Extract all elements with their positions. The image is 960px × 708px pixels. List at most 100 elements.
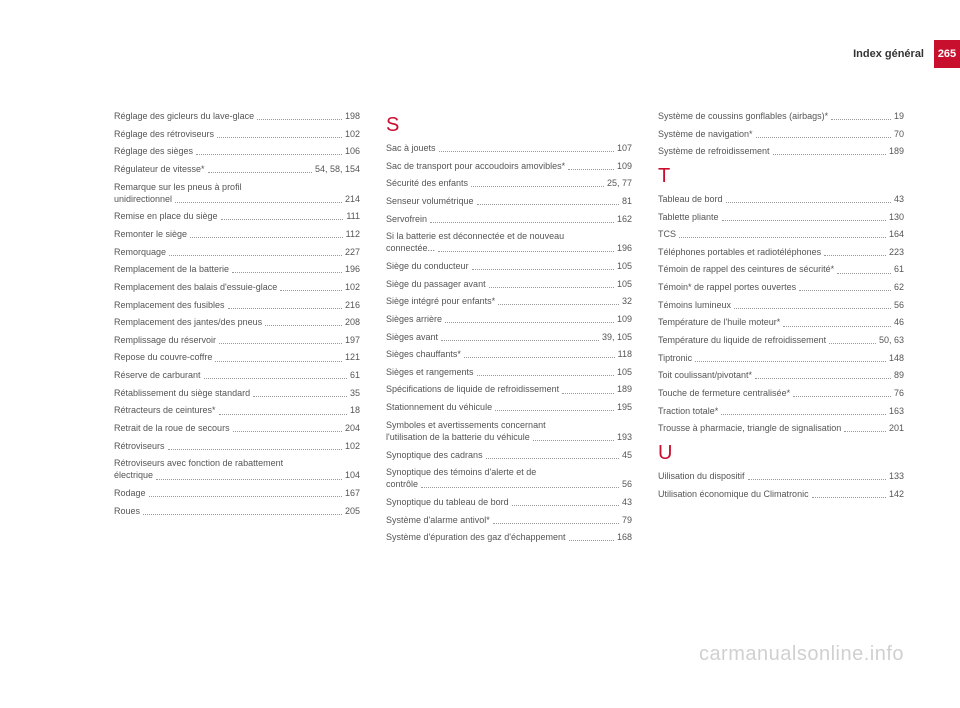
- leader-dots: [748, 479, 886, 480]
- index-entry: Système de coussins gonflables (airbags)…: [658, 110, 904, 122]
- index-entry-page: 196: [617, 242, 632, 254]
- index-entry-label: Trousse à pharmacie, triangle de signali…: [658, 422, 841, 434]
- index-entry-label: Système d'alarme antivol*: [386, 514, 490, 526]
- index-entry: Trousse à pharmacie, triangle de signali…: [658, 422, 904, 434]
- index-entry: Remplacement des fusibles216: [114, 299, 360, 311]
- index-entry-label: Retrait de la roue de secours: [114, 422, 230, 434]
- section-letter: T: [658, 163, 904, 190]
- index-entry-page: 201: [889, 422, 904, 434]
- leader-dots: [829, 343, 876, 344]
- index-entry-label: Système de navigation*: [658, 128, 753, 140]
- leader-dots: [196, 154, 342, 155]
- index-entry-label: Tableau de bord: [658, 193, 723, 205]
- index-entry-page: 45: [622, 449, 632, 461]
- index-entry-label: Synoptique du tableau de bord: [386, 496, 509, 508]
- index-entry: Toit coulissant/pivotant*89: [658, 369, 904, 381]
- leader-dots: [569, 540, 614, 541]
- index-entry-page: 70: [894, 128, 904, 140]
- leader-dots: [773, 154, 886, 155]
- index-entry-page: 142: [889, 488, 904, 500]
- index-entry-page: 54, 58, 154: [315, 163, 360, 175]
- leader-dots: [441, 340, 599, 341]
- index-entry-label: Repose du couvre-coffre: [114, 351, 212, 363]
- index-entry: Réglage des rétroviseurs102: [114, 128, 360, 140]
- index-entry-label: Roues: [114, 505, 140, 517]
- leader-dots: [562, 393, 614, 394]
- index-entry: Remorquage227: [114, 246, 360, 258]
- index-entry: Téléphones portables et radiotéléphones2…: [658, 246, 904, 258]
- index-entry-page: 43: [622, 496, 632, 508]
- index-entry-label: Température du liquide de refroidissemen…: [658, 334, 826, 346]
- index-entry-label: Sac à jouets: [386, 142, 436, 154]
- index-entry-page: 61: [350, 369, 360, 381]
- index-entry-page: 19: [894, 110, 904, 122]
- index-entry-label: Sièges et rangements: [386, 366, 474, 378]
- index-entry-label-cont: connectée...: [386, 242, 435, 254]
- index-entry: Synoptique des témoins d'alerte et decon…: [386, 466, 632, 490]
- index-entry: Réglage des sièges106: [114, 145, 360, 157]
- index-entry-page: 133: [889, 470, 904, 482]
- leader-dots: [471, 186, 604, 187]
- index-entry-label-cont: l'utilisation de la batterie du véhicule: [386, 431, 530, 443]
- index-entry: Symboles et avertissements concernantl'u…: [386, 419, 632, 443]
- index-entry: Remplissage du réservoir197: [114, 334, 360, 346]
- leader-dots: [726, 202, 891, 203]
- index-entry-page: 164: [889, 228, 904, 240]
- index-entry: Témoin de rappel des ceintures de sécuri…: [658, 263, 904, 275]
- leader-dots: [472, 269, 614, 270]
- index-entry-label: Symboles et avertissements concernant: [386, 419, 632, 431]
- leader-dots: [721, 414, 886, 415]
- index-entry-label: Utilisation économique du Climatronic: [658, 488, 809, 500]
- index-entry-label: TCS: [658, 228, 676, 240]
- index-entry: Système d'alarme antivol*79: [386, 514, 632, 526]
- leader-dots: [232, 272, 342, 273]
- index-entry: Rétracteurs de ceintures*18: [114, 404, 360, 416]
- index-entry-label: Système de refroidissement: [658, 145, 770, 157]
- index-entry-page: 35: [350, 387, 360, 399]
- leader-dots: [265, 325, 342, 326]
- index-entry: Synoptique des cadrans45: [386, 449, 632, 461]
- index-entry-page: 18: [350, 404, 360, 416]
- index-entry-label: Siège du conducteur: [386, 260, 469, 272]
- index-entry-label: Touche de fermeture centralisée*: [658, 387, 790, 399]
- leader-dots: [756, 137, 891, 138]
- leader-dots: [695, 361, 886, 362]
- leader-dots: [489, 287, 614, 288]
- leader-dots: [722, 220, 886, 221]
- index-entry-label: Remplacement des fusibles: [114, 299, 225, 311]
- index-entry: Sièges chauffants*118: [386, 348, 632, 360]
- index-entry-page: 227: [345, 246, 360, 258]
- index-entry-page: 104: [345, 469, 360, 481]
- index-entry-label: Sièges avant: [386, 331, 438, 343]
- index-entry-page: 162: [617, 213, 632, 225]
- index-entry: Réserve de carburant61: [114, 369, 360, 381]
- leader-dots: [477, 204, 619, 205]
- index-entry-label: Remplissage du réservoir: [114, 334, 216, 346]
- index-entry: Retrait de la roue de secours204: [114, 422, 360, 434]
- index-column: Système de coussins gonflables (airbags)…: [658, 110, 904, 549]
- index-entry: Tiptronic148: [658, 352, 904, 364]
- leader-dots: [219, 343, 342, 344]
- index-entry-page: 168: [617, 531, 632, 543]
- page-header: Index général: [853, 48, 924, 60]
- leader-dots: [175, 202, 342, 203]
- index-entry: Température du liquide de refroidissemen…: [658, 334, 904, 346]
- index-entry-label: Témoin de rappel des ceintures de sécuri…: [658, 263, 834, 275]
- index-entry: Remise en place du siège111: [114, 210, 360, 222]
- index-entry: Siège du passager avant 105: [386, 278, 632, 290]
- index-entry-page: 167: [345, 487, 360, 499]
- index-columns: Réglage des gicleurs du lave-glace198Rég…: [114, 110, 904, 549]
- leader-dots: [143, 514, 342, 515]
- index-entry-label-cont: électrique: [114, 469, 153, 481]
- leader-dots: [445, 322, 614, 323]
- index-entry-page: 109: [617, 313, 632, 325]
- index-entry-page: 105: [617, 278, 632, 290]
- leader-dots: [421, 487, 619, 488]
- index-entry-page: 39, 105: [602, 331, 632, 343]
- index-entry-page: 102: [345, 128, 360, 140]
- leader-dots: [253, 396, 347, 397]
- index-entry-label: Siège du passager avant: [386, 278, 486, 290]
- index-entry-page: 25, 77: [607, 177, 632, 189]
- index-entry-page: 105: [617, 366, 632, 378]
- leader-dots: [831, 119, 891, 120]
